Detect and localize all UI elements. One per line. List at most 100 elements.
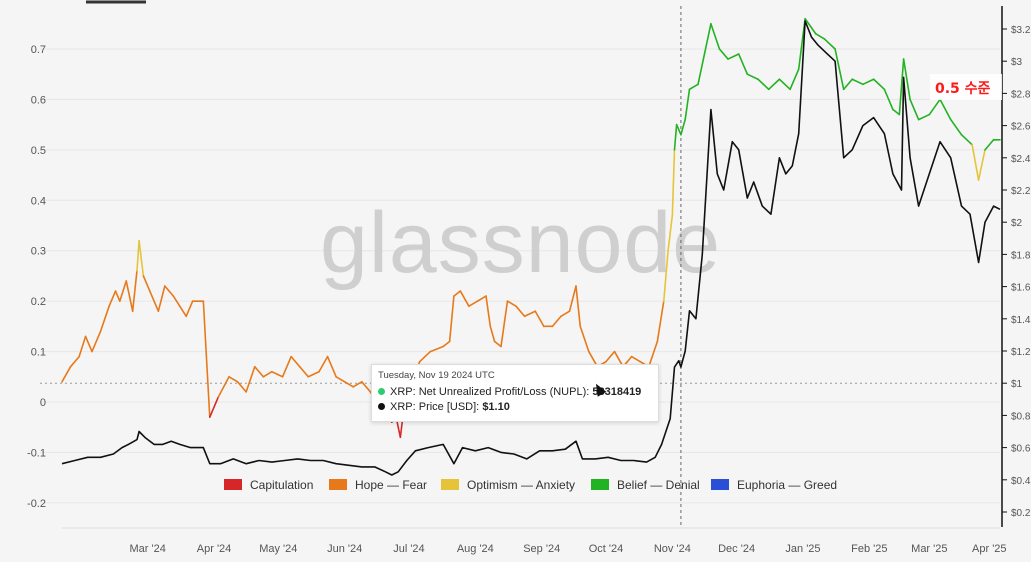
nupl-segment — [971, 144, 980, 181]
right-tick-label: $2.4 — [1011, 154, 1031, 165]
nupl-segment — [136, 239, 140, 272]
nupl-segment — [459, 290, 470, 307]
legend-label: Capitulation — [250, 478, 313, 492]
nupl-segment — [851, 78, 864, 86]
nupl-segment — [69, 355, 80, 368]
nupl-segment — [489, 325, 496, 343]
nupl-segment — [727, 53, 740, 60]
nupl-segment — [442, 340, 451, 348]
nupl-segment — [789, 68, 800, 91]
nupl-segment — [718, 48, 729, 60]
nupl-segment — [468, 300, 479, 307]
nupl-segment — [217, 375, 230, 398]
x-tick-label: Mar '24 — [129, 543, 165, 555]
nupl-segment — [834, 48, 845, 91]
x-tick-label: Jul '24 — [393, 543, 424, 555]
left-tick-label: 0.7 — [31, 44, 46, 56]
nupl-segment — [898, 58, 905, 116]
right-tick-label: $2.8 — [1011, 89, 1031, 100]
right-tick-label: $0.6 — [1011, 444, 1031, 455]
nupl-segment — [500, 300, 509, 348]
nupl-segment — [757, 78, 770, 91]
nupl-segment — [281, 355, 292, 378]
tooltip-price-value: $1.10 — [482, 401, 510, 413]
x-tick-label: Jun '24 — [327, 543, 362, 555]
nupl-segment — [307, 370, 320, 378]
nupl-segment — [551, 315, 562, 328]
nupl-segment — [662, 249, 669, 302]
nupl-segment — [131, 270, 138, 313]
nupl-segment — [703, 22, 712, 55]
nupl-segment — [671, 149, 676, 217]
left-tick-label: 0 — [40, 397, 46, 409]
x-tick-label: Sep '24 — [523, 543, 560, 555]
nupl-segment — [684, 88, 691, 121]
nupl-segment — [515, 305, 526, 318]
nupl-segment — [149, 290, 160, 313]
left-axis: 0.7 0.6 0.5 0.4 0.3 0.2 0.1 0 -0.1 -0.2 — [27, 44, 46, 510]
nupl-segment — [142, 275, 151, 292]
nupl-segment — [429, 345, 444, 353]
x-tick-label: May '24 — [259, 543, 297, 555]
right-tick-label: $1.6 — [1011, 283, 1031, 294]
watermark: glassnode — [320, 195, 721, 291]
nupl-segment — [163, 285, 175, 297]
nupl-segment — [125, 280, 134, 313]
right-tick-label: $0.2 — [1011, 508, 1031, 519]
nupl-segment — [647, 340, 659, 368]
right-tick-label: $1.8 — [1011, 250, 1031, 261]
tooltip-nupl-label: XRP: Net Unrealized Profit/Loss (NUPL): — [390, 386, 590, 398]
x-tick-label: Apr '25 — [972, 543, 1007, 555]
right-tick-label: $0.4 — [1011, 476, 1031, 487]
nupl-segment — [872, 78, 886, 91]
nupl-segment — [61, 365, 72, 383]
nupl-segment — [245, 365, 256, 393]
nupl-segment — [119, 280, 128, 302]
nupl-segment — [710, 22, 721, 50]
legend-swatch — [329, 479, 347, 490]
x-axis: Mar '24 Apr '24 May '24 Jun '24 Jul '24 Aug '… — [62, 527, 1007, 555]
x-tick-label: Jan '25 — [785, 543, 820, 555]
nupl-segment — [673, 123, 678, 151]
legend-swatch — [441, 479, 459, 490]
right-tick-label: $2.6 — [1011, 122, 1031, 133]
nupl-segment — [575, 285, 582, 328]
nupl-segment — [91, 330, 102, 353]
tooltip-row-price: XRP: Price [USD]: $1.10 — [378, 401, 510, 413]
nupl-segment — [688, 83, 699, 91]
nupl-segment — [697, 53, 706, 86]
x-tick-label: Mar '25 — [911, 543, 947, 555]
nupl-segment — [253, 365, 265, 378]
tooltip-row-nupl: XRP: Net Unrealized Profit/Loss (NUPL): … — [378, 386, 641, 398]
nupl-segment — [939, 98, 952, 121]
x-tick-label: Oct '24 — [589, 543, 624, 555]
nupl-segment — [448, 295, 455, 343]
nupl-segment — [361, 381, 372, 393]
nupl-segment — [236, 381, 247, 393]
nupl-segment — [804, 17, 817, 35]
legend: Capitulation Hope — Fear Optimism — Anxiet… — [224, 478, 837, 492]
nupl-segment — [815, 33, 826, 40]
left-tick-label: 0.5 — [31, 145, 46, 157]
nupl-segment — [326, 355, 337, 378]
left-tick-label: 0.6 — [31, 94, 46, 106]
nupl-segment — [737, 53, 749, 76]
price-line — [61, 20, 1001, 476]
nupl-segment — [984, 138, 995, 151]
nupl-segment — [352, 381, 363, 388]
nupl-segment — [862, 78, 875, 86]
nupl-segment — [667, 214, 674, 252]
nupl-segment — [568, 285, 577, 313]
nupl-segment — [883, 88, 894, 111]
nupl-segment — [172, 295, 181, 307]
legend-swatch — [591, 479, 609, 490]
nupl-segment — [680, 118, 686, 136]
legend-label: Euphoria — Greed — [737, 478, 837, 492]
nupl-segment — [343, 381, 355, 388]
right-tick-label: $1.2 — [1011, 347, 1031, 358]
nupl-segment — [298, 365, 310, 378]
nupl-segment — [842, 78, 854, 91]
annotation-label: 0.5 수준 — [935, 81, 991, 97]
nupl-segment — [579, 325, 590, 353]
x-tick-label: Nov '24 — [654, 543, 691, 555]
